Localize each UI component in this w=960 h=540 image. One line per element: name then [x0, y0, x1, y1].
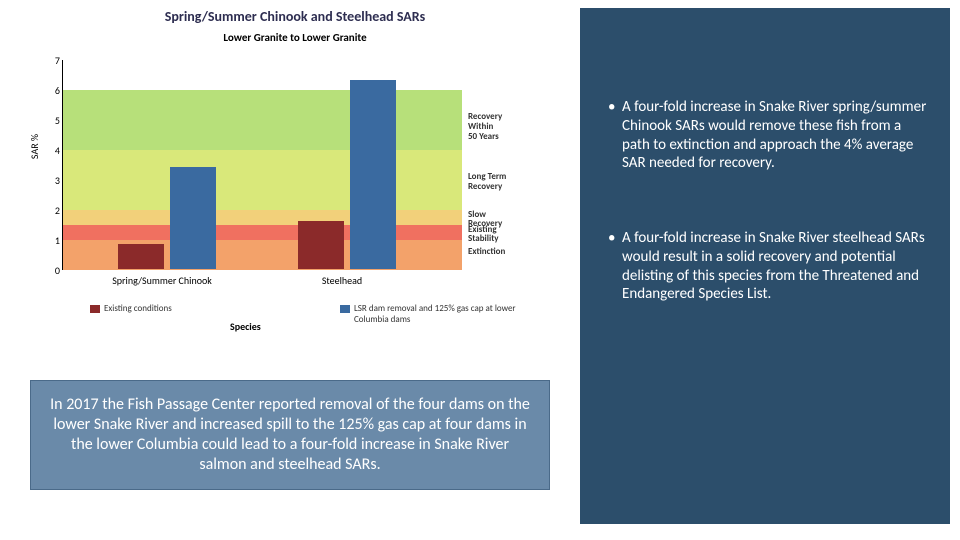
y-tick: 4 [50, 144, 60, 157]
caption-box: In 2017 the Fish Passage Center reported… [30, 380, 550, 490]
legend-label: LSR dam removal and 125% gas cap at lowe… [354, 303, 544, 325]
chart-area: SAR % 01234567 ExtinctionExistingStabili… [30, 50, 560, 310]
legend-swatch-icon [90, 305, 100, 313]
caption-text: In 2017 the Fish Passage Center reported… [49, 395, 531, 475]
legend-swatch-icon [340, 305, 350, 313]
band-label: SlowRecovery [468, 210, 548, 230]
bar [118, 244, 164, 270]
y-tick: 1 [50, 234, 60, 247]
chart-band [63, 60, 462, 90]
x-category-label: Spring/Summer Chinook [87, 274, 237, 287]
band-label: Long TermRecovery [468, 172, 548, 192]
bar [298, 221, 344, 269]
legend-item-removal: LSR dam removal and 125% gas cap at lowe… [340, 303, 550, 325]
chart-band [63, 150, 462, 210]
y-tick: 7 [50, 54, 60, 67]
chart-title: Spring/Summer Chinook and Steelhead SARs [30, 8, 560, 25]
chart-band [63, 210, 462, 225]
y-tick: 6 [50, 84, 60, 97]
bullet-item: A four-fold increase in Snake River spri… [608, 98, 930, 173]
x-axis-label: Species [230, 320, 261, 333]
right-panel: A four-fold increase in Snake River spri… [580, 8, 950, 524]
bar [170, 167, 216, 269]
y-tick: 2 [50, 204, 60, 217]
chart-subtitle: Lower Granite to Lower Granite [30, 31, 560, 44]
band-label: Extinction [468, 247, 548, 257]
plot-area [62, 60, 462, 270]
bar [350, 80, 396, 269]
y-tick: 0 [50, 264, 60, 277]
y-tick: 5 [50, 114, 60, 127]
band-label: RecoveryWithin50 Years [468, 112, 548, 142]
y-tick: 3 [50, 174, 60, 187]
chart-band [63, 90, 462, 150]
bullet-item: A four-fold increase in Snake River stee… [608, 229, 930, 304]
legend-item-existing: Existing conditions [90, 303, 172, 314]
chart-panel: Spring/Summer Chinook and Steelhead SARs… [30, 8, 560, 310]
chart-band [63, 225, 462, 240]
x-category-label: Steelhead [267, 274, 417, 287]
y-axis-label: SAR % [28, 134, 41, 159]
legend-label: Existing conditions [104, 303, 172, 314]
